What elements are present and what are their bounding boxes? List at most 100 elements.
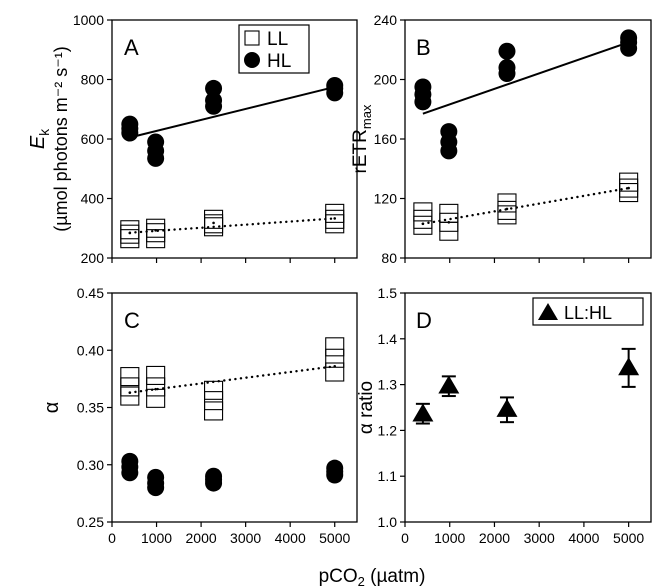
panel-b-hl-point (620, 39, 638, 57)
panel-c-hl-point (326, 466, 344, 484)
panel-c-label: C (124, 308, 140, 333)
panel-b-fit-ll-line (421, 186, 630, 225)
panel-b-ll-point (413, 202, 433, 222)
panel-b-ll-mean-dot (505, 207, 509, 211)
panel-b-hl-point (498, 65, 516, 83)
panel-a-ll-point (146, 218, 166, 238)
panel-b-hl-point (440, 142, 458, 160)
panel-a-y-tick-label: 400 (81, 191, 105, 207)
panel-a-hl-point (121, 124, 139, 142)
panel-b-y-tick-label: 120 (374, 191, 398, 207)
panel-c-ll-mean-dot (154, 387, 157, 391)
panel-a-hl-point (326, 84, 344, 102)
panel-c-y-axis-label: α (41, 402, 63, 414)
panel-c-ll-point (146, 377, 166, 397)
panel-b-y-tick-label: 160 (374, 131, 398, 147)
panel-d-legend-label-llhl: LL:HL (564, 303, 612, 323)
panel-a-fit-ll-line (128, 217, 336, 234)
panel-d-frame (404, 292, 652, 523)
panel-a-y-tick-label: 800 (81, 72, 105, 88)
panel-b-hl-point (498, 42, 516, 60)
panel-c-ll-point (120, 386, 140, 406)
panel-c-y-tick-label: 0.40 (77, 342, 104, 358)
panel-b-hl-point (414, 93, 432, 111)
panel-c-fit-ll-line (128, 365, 336, 394)
panel-d-x-tick-label: 5000 (613, 530, 644, 546)
x-axis-label: pCO2 (µatm) (319, 566, 426, 587)
panel-d-y-tick-label: 1.4 (378, 331, 398, 347)
panel-a-label: A (124, 35, 139, 60)
panel-d-y-tick-label: 1.5 (378, 285, 398, 301)
panel-d-y-axis-label: α ratio (356, 381, 377, 434)
panel-c-ll-point (325, 337, 345, 357)
panel-a-ll-mean-dot (333, 217, 337, 220)
panel-d-llhl-point (412, 403, 434, 422)
panel-c-hl-point (205, 474, 223, 492)
panel-c-ll-point (204, 380, 224, 400)
panel-d-legend-swatch-llhl (538, 303, 558, 320)
panel-a-ll-point (146, 223, 166, 243)
panel-c-ll-point (204, 391, 224, 411)
panel-a-fit-hl-line (129, 85, 335, 139)
panel-d-y-tick-label: 1.2 (378, 422, 398, 438)
panel-a-y-axis-label: Ek (27, 128, 52, 149)
panel-b-ll-mean-dot (421, 222, 425, 226)
panel-b-label: B (416, 35, 431, 60)
panel-c-y-tick-label: 0.25 (77, 514, 104, 530)
panel-a-ll-mean-dot (128, 231, 132, 235)
panel-c-ll-point (325, 362, 345, 382)
panel-c-ll-point (204, 401, 224, 421)
panel-c-ll-point (146, 365, 166, 385)
panel-a-ll-point (146, 229, 166, 249)
panel-a-legend-swatch-hl (244, 52, 260, 68)
panel-a-y-tick-label: 1000 (73, 12, 104, 28)
panel-c-ll-point (325, 348, 345, 368)
panel-d-llhl-point (438, 375, 460, 394)
panel-a-legend-swatch-ll (244, 30, 260, 46)
panel-b-y-axis-label: rETRmax (350, 104, 374, 173)
panel-b-ll-point (497, 205, 517, 225)
panel-a-hl-point (205, 97, 223, 115)
panel-a-ll-point (325, 214, 345, 234)
panel-c-ll-point (146, 388, 166, 408)
panel-a-ll-mean-dot (154, 229, 157, 232)
panel-c-x-tick-label: 5000 (319, 530, 350, 546)
panel-d-y-tick-label: 1.1 (378, 468, 398, 484)
panel-c-x-tick-label: 0 (108, 530, 116, 546)
panel-c-hl-point (121, 464, 139, 482)
panel-d-llhl-point (618, 357, 640, 376)
panel-b-ll-point (619, 183, 639, 203)
panel-c-y-tick-label: 0.35 (77, 400, 104, 416)
panel-b-ll-point (413, 209, 433, 229)
panel-b-ll-point (413, 215, 433, 235)
panel-b-y-tick-label: 200 (374, 72, 398, 88)
panel-d-x-tick-label: 1000 (434, 530, 465, 546)
panel-a-ll-mean-dot (212, 221, 215, 225)
panel-a-hl-point (205, 79, 223, 97)
panel-c-ll-point (120, 367, 140, 387)
panel-d-llhl-point (496, 398, 518, 417)
panel-d-y-tick-label: 1.3 (378, 377, 398, 393)
panel-c-x-tick-label: 3000 (230, 530, 261, 546)
panel-a-legend-label-hl: HL (267, 51, 291, 72)
panel-b-ll-mean-dot (447, 221, 451, 224)
panel-d-y-tick-label: 1.0 (378, 514, 398, 530)
panel-d-x-tick-label: 4000 (568, 530, 599, 546)
panel-c-y-tick-label: 0.30 (77, 457, 104, 473)
panel-a-legend-label-ll: LL (267, 29, 288, 50)
panel-b-fit-hl-line (422, 41, 629, 115)
panel-d-x-tick-label: 3000 (524, 530, 555, 546)
panel-c-ll-mean-dot (333, 364, 337, 368)
panel-c-x-tick-label: 4000 (275, 530, 306, 546)
panel-d-label: D (416, 308, 432, 333)
panel-a-hl-point (147, 149, 165, 167)
panel-c-ll-mean-dot (128, 391, 132, 394)
panel-c-x-tick-label: 1000 (141, 530, 172, 546)
panel-c-x-tick-label: 2000 (186, 530, 217, 546)
panel-c-hl-point (147, 479, 165, 497)
panel-d-x-tick-label: 0 (401, 530, 409, 546)
panel-d-x-tick-label: 2000 (479, 530, 510, 546)
panel-a-y-tick-label: 600 (81, 131, 105, 147)
panel-b-y-tick-label: 80 (381, 250, 397, 266)
